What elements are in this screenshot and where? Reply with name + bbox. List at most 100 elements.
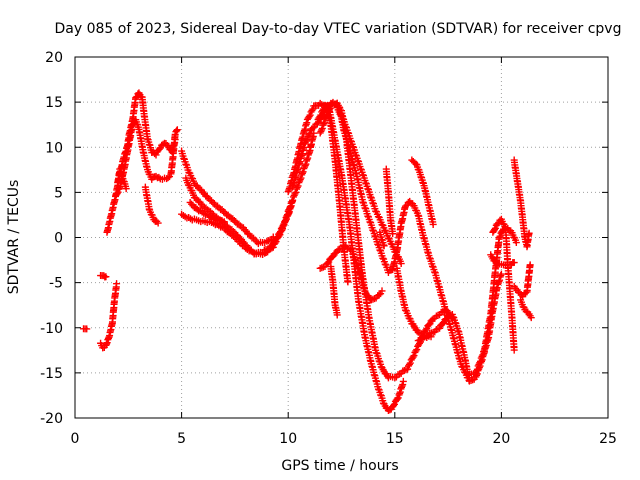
data-point [345, 244, 353, 252]
data-point [371, 232, 379, 240]
data-series [80, 89, 535, 415]
y-tick-label: -5 [49, 276, 63, 292]
data-point [318, 126, 326, 134]
data-point [357, 165, 365, 173]
data-point [491, 224, 499, 232]
data-point [374, 385, 382, 393]
data-point [512, 239, 520, 247]
chart-title: Day 085 of 2023, Sidereal Day-to-day VTE… [55, 21, 622, 37]
data-point [374, 240, 382, 248]
data-point [320, 120, 328, 128]
series-track-x [463, 224, 520, 378]
data-point [369, 199, 377, 207]
y-tick-label: 0 [54, 231, 63, 247]
data-point [378, 287, 386, 295]
series-track-q [316, 243, 386, 304]
data-point [428, 262, 436, 270]
data-point [287, 199, 295, 207]
series-track-f [114, 165, 130, 193]
data-point [164, 174, 172, 182]
data-point [303, 136, 311, 144]
y-tick-label: -20 [40, 411, 63, 427]
data-point [155, 145, 163, 153]
data-point [349, 143, 357, 151]
data-point [473, 365, 481, 373]
data-point [477, 354, 485, 362]
data-point [410, 352, 418, 360]
data-point [284, 207, 292, 215]
data-point [401, 202, 409, 210]
data-point [292, 188, 300, 196]
data-point [362, 179, 370, 187]
data-point [375, 357, 383, 365]
data-point [510, 346, 518, 354]
data-point [323, 112, 331, 120]
data-point [381, 260, 389, 268]
data-point [132, 94, 140, 102]
data-point [283, 211, 291, 219]
y-tick-label: 5 [54, 185, 63, 201]
data-point [480, 348, 488, 356]
data-point [412, 347, 420, 355]
x-tick-label: 25 [599, 431, 617, 447]
data-point [342, 123, 350, 131]
data-point [305, 131, 313, 139]
data-point [354, 157, 362, 165]
data-point [114, 188, 122, 196]
y-tick-label: 15 [45, 95, 63, 111]
data-point [439, 319, 447, 327]
data-point [347, 246, 355, 254]
grid [75, 57, 608, 418]
data-point [359, 171, 367, 179]
data-point [281, 218, 289, 226]
series-track-ac [517, 296, 535, 322]
series-track-d [103, 89, 179, 236]
data-point [293, 185, 301, 193]
data-point [317, 111, 325, 119]
data-point [305, 113, 313, 121]
data-point [344, 129, 352, 137]
data-point [347, 137, 355, 145]
data-point [299, 168, 307, 176]
data-point [323, 110, 331, 118]
series-track-b [97, 272, 110, 281]
y-tick-label: 20 [45, 50, 63, 66]
data-point [279, 221, 287, 229]
data-point [454, 327, 462, 335]
data-point [173, 126, 181, 134]
data-point [286, 204, 294, 212]
data-point [306, 111, 314, 119]
data-point [326, 104, 334, 112]
data-point [173, 127, 181, 135]
data-point [404, 365, 412, 373]
data-point [377, 391, 385, 399]
data-point [283, 212, 291, 220]
data-point [364, 185, 372, 193]
series-track-p [333, 104, 405, 268]
data-point [276, 231, 284, 239]
data-point [376, 246, 384, 254]
series-track-aa [510, 156, 533, 251]
data-point [406, 359, 414, 367]
data-point [413, 346, 421, 354]
data-point [426, 254, 434, 262]
data-point [352, 151, 360, 159]
series-track-k [186, 198, 228, 226]
series-track-ab [510, 261, 534, 301]
data-point [289, 193, 297, 201]
data-point [275, 232, 283, 240]
data-point [491, 226, 499, 234]
series-track-g [141, 183, 162, 227]
data-point [431, 268, 439, 276]
data-point [414, 328, 422, 336]
data-point [399, 377, 407, 385]
data-point [316, 113, 324, 121]
axis-ticks: 0 5 10 15 20 25 -20 -15 -10 -5 0 5 10 15 20 [40, 50, 617, 447]
data-point [379, 254, 387, 262]
data-point [425, 321, 433, 329]
data-point [290, 191, 298, 199]
data-point [397, 260, 405, 268]
data-point [269, 243, 277, 251]
series-track-t [382, 165, 397, 238]
data-point [286, 203, 294, 211]
